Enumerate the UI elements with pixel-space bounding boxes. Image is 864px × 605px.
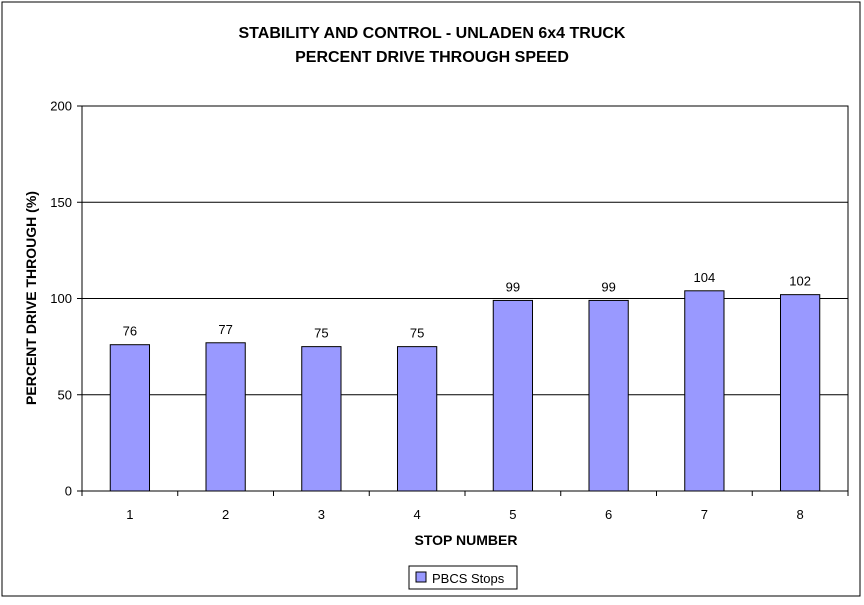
bar — [109, 344, 151, 492]
legend-label: PBCS Stops — [432, 571, 505, 586]
bar — [492, 299, 534, 492]
bar — [588, 299, 629, 492]
y-tick-label: 100 — [50, 291, 72, 306]
bar-value-label: 104 — [694, 270, 716, 285]
y-tick-label: 200 — [50, 99, 72, 114]
x-tick-label: 3 — [318, 507, 325, 522]
bar — [684, 290, 725, 492]
x-tick-label: 5 — [509, 507, 516, 522]
x-tick-label: 4 — [414, 507, 421, 522]
bars — [109, 290, 821, 492]
bar-value-label: 75 — [410, 326, 424, 341]
legend-swatch — [415, 571, 427, 583]
x-tick-label: 2 — [222, 507, 229, 522]
bar-value-label: 99 — [601, 279, 615, 294]
chart-title: STABILITY AND CONTROL - UNLADEN 6x4 TRUC… — [239, 25, 626, 42]
plot-area: 76 77 75 75 99 99 104 102 0 50 100 150 200 1 2 3 4 5 6 7 8 — [50, 99, 849, 522]
bar-value-label: 77 — [218, 322, 232, 337]
bar-value-label: 99 — [506, 279, 520, 294]
y-tick-label: 150 — [50, 195, 72, 210]
bar-value-label: 76 — [123, 324, 137, 339]
legend-box — [408, 565, 518, 590]
x-tick-label: 7 — [701, 507, 708, 522]
x-tick-label: 8 — [797, 507, 804, 522]
bar-data-labels: 76 77 75 75 99 99 104 102 — [123, 270, 811, 341]
y-tick-label: 0 — [65, 484, 72, 499]
y-tick-label: 50 — [58, 387, 72, 402]
bar — [396, 346, 438, 492]
bar — [205, 342, 246, 492]
legend: PBCS Stops — [408, 565, 518, 590]
x-tick-label: 6 — [605, 507, 612, 522]
bar — [301, 346, 342, 492]
chart-subtitle: PERCENT DRIVE THROUGH SPEED — [295, 49, 569, 66]
x-axis-title: STOP NUMBER — [415, 532, 518, 548]
bar-value-label: 102 — [789, 274, 811, 289]
y-axis-ticks: 0 50 100 150 200 — [50, 99, 82, 499]
x-axis-ticks: 1 2 3 4 5 6 7 8 — [81, 491, 849, 522]
y-axis-title: PERCENT DRIVE THROUGH (%) — [23, 191, 39, 405]
bar-value-label: 75 — [314, 326, 328, 341]
bar — [779, 294, 821, 492]
x-tick-label: 1 — [126, 507, 133, 522]
